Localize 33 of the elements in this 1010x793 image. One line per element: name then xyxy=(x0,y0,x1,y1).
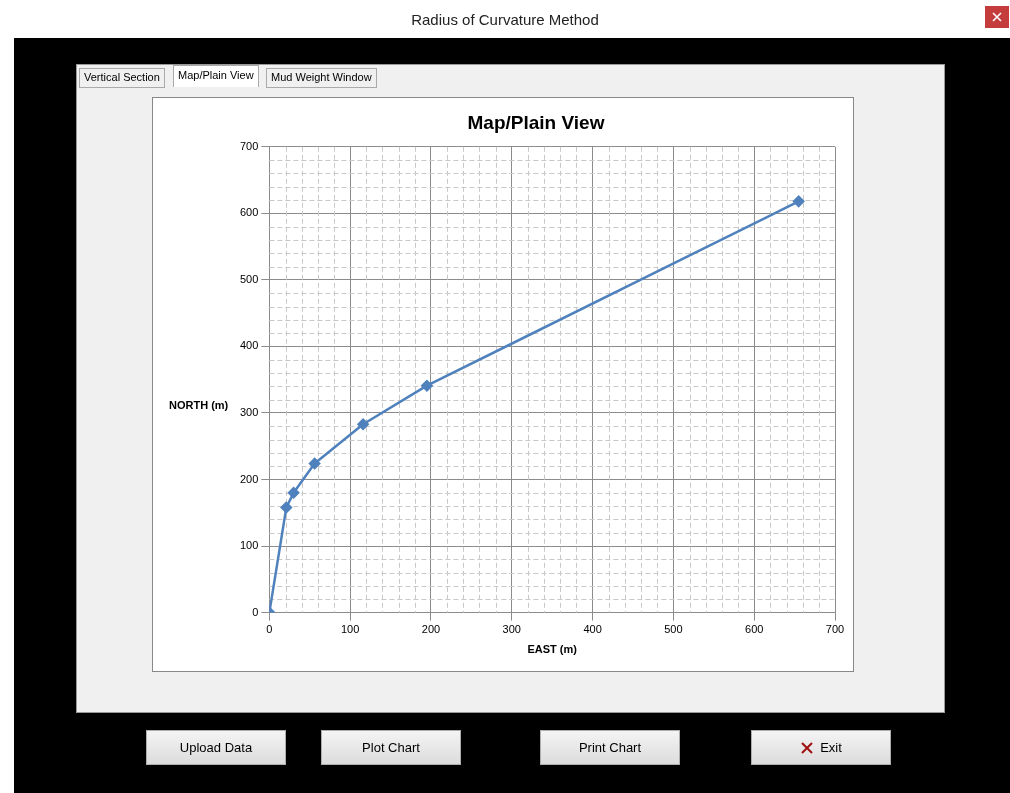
text: Exit xyxy=(820,740,842,755)
point xyxy=(280,501,293,514)
y-tick-label: 200 xyxy=(239,472,259,485)
point xyxy=(357,418,369,431)
x-tick-label: 100 xyxy=(340,623,360,636)
y-tick-label: 400 xyxy=(239,339,259,352)
x-tick-label: 500 xyxy=(664,623,683,636)
x-tick-label: 300 xyxy=(502,623,521,636)
point xyxy=(287,487,300,499)
text: Map/Plain View xyxy=(173,65,259,87)
x-tick-label: 200 xyxy=(421,623,441,636)
y-tick-label: 600 xyxy=(239,206,259,219)
text: Mud Weight Window xyxy=(266,68,377,88)
y-tick-label: 0 xyxy=(252,605,259,618)
x-tick-label: 700 xyxy=(825,623,845,636)
y-tick-label: 300 xyxy=(239,406,259,418)
x-tick-label: 600 xyxy=(745,623,764,636)
y-tick-label: 500 xyxy=(239,272,259,285)
x-tick-label: 400 xyxy=(583,623,602,636)
y-tick-label: 100 xyxy=(239,539,259,552)
text: Vertical Section xyxy=(79,68,165,88)
y-axis-title: NORTH (m) xyxy=(169,398,229,411)
point xyxy=(308,457,321,470)
x-axis-title: EAST (m) xyxy=(527,643,578,656)
point xyxy=(421,379,433,392)
text: Radius of Curvature Method xyxy=(410,10,600,30)
text: Upload Data xyxy=(179,740,253,755)
text: Plot Chart xyxy=(362,740,420,755)
y-tick-label: 700 xyxy=(239,139,259,152)
point xyxy=(792,195,805,208)
chart-title: Map/Plain View xyxy=(467,111,605,133)
text: Print Chart xyxy=(578,740,642,755)
x-tick-label: 0 xyxy=(266,623,273,636)
